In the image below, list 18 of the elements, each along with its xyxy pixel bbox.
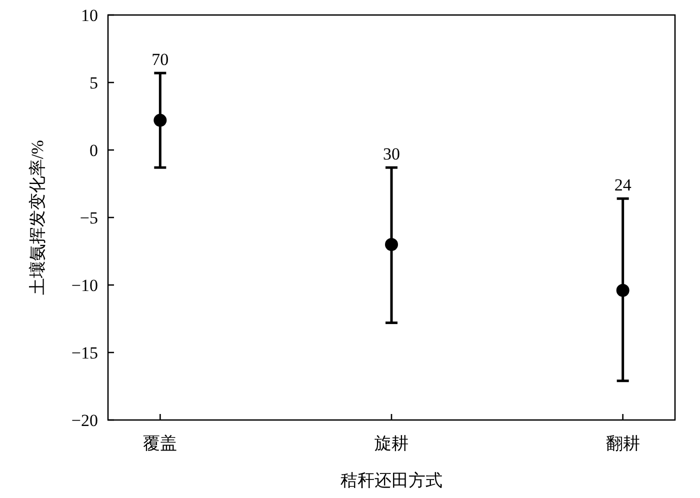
y-tick-label: 10 [81, 6, 98, 25]
y-axis-title: 土壤氨挥发变化率/% [28, 140, 47, 295]
x-axis-title: 秸秆还田方式 [340, 471, 442, 490]
y-tick-label: −20 [71, 411, 98, 430]
y-tick-label: −10 [71, 276, 98, 295]
y-tick-label: 5 [90, 74, 98, 92]
annotation: 24 [614, 176, 632, 195]
y-tick-label: −5 [80, 208, 98, 228]
annotation: 30 [383, 144, 400, 164]
point [616, 284, 630, 297]
point [385, 238, 398, 251]
x-tick-label: 旋耕 [374, 434, 408, 453]
x-tick-label: 翻耕 [606, 434, 640, 453]
x-tick-label: 覆盖 [143, 434, 178, 453]
y-tick-label: −15 [71, 344, 98, 362]
point [154, 114, 167, 127]
annotation: 70 [152, 50, 169, 70]
y-tick-label: 0 [90, 141, 98, 160]
